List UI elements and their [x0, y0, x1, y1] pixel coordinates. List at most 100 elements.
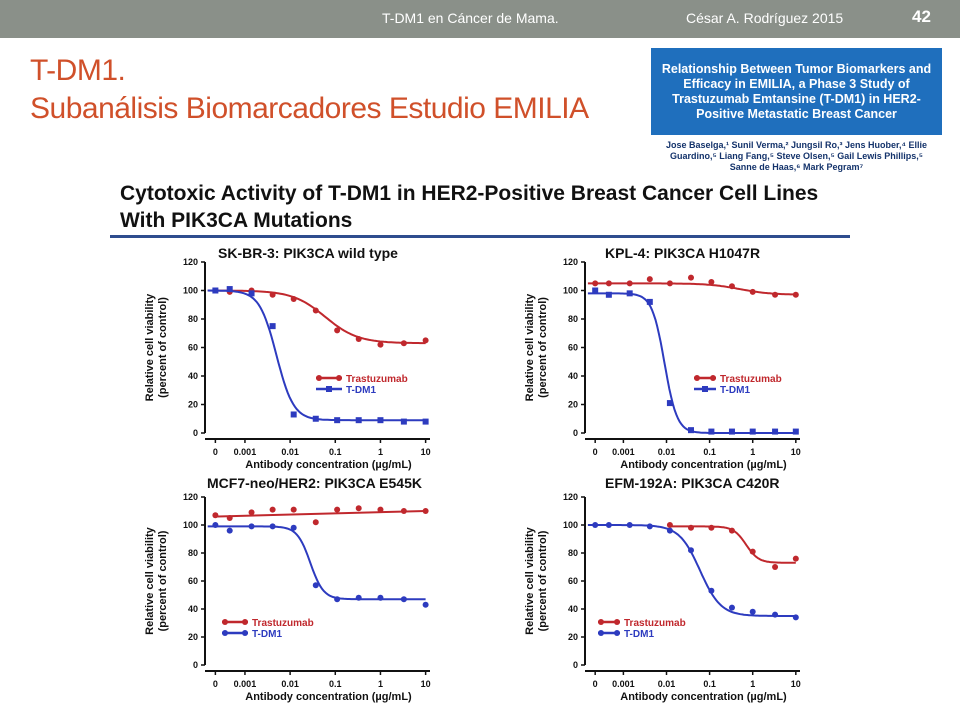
data-point: [772, 291, 779, 298]
data-point: [728, 604, 735, 611]
fit-curve: [587, 524, 796, 617]
y-tick-label: 40: [188, 604, 198, 614]
legend-marker: [242, 619, 248, 625]
data-point: [605, 280, 612, 287]
data-point: [422, 337, 429, 344]
legend-marker: [598, 630, 604, 636]
data-point: [749, 548, 756, 555]
x-tick-label: 10: [421, 679, 431, 689]
legend-marker: [702, 386, 708, 392]
data-point: [772, 564, 779, 570]
legend-marker: [614, 630, 620, 636]
data-point: [772, 611, 779, 618]
data-point: [728, 428, 735, 435]
y-tick-label: 80: [568, 314, 578, 324]
x-tick-label: 0.01: [658, 447, 676, 457]
series-trastuzumab: [666, 522, 799, 570]
data-point: [400, 508, 407, 514]
y-tick-label: 100: [563, 520, 578, 530]
data-point: [377, 506, 384, 513]
data-point: [687, 547, 694, 554]
data-point: [792, 614, 799, 621]
chart-panel-4: EFM-192A: PIK3CA C420R 0 20 40 60 80 100 120 0 0.…: [524, 475, 801, 703]
series-t-dm1: [587, 522, 799, 621]
data-point: [666, 527, 673, 534]
data-point: [592, 287, 599, 294]
fit-curve: [213, 510, 426, 518]
x-tick-label: 0.1: [329, 447, 342, 457]
data-point: [666, 400, 673, 407]
y-tick-label: 40: [568, 604, 578, 614]
legend-marker: [222, 619, 228, 625]
data-point: [312, 519, 319, 526]
y-tick-label: 20: [568, 400, 578, 410]
x-tick-label: 10: [791, 679, 801, 689]
data-point: [708, 278, 715, 285]
data-point: [377, 341, 384, 348]
x-tick-label: 1: [750, 447, 755, 457]
legend-label: T-DM1: [720, 385, 750, 396]
chart-panel-2: KPL-4: PIK3CA H1047R 0 20 40 60 80 100 120 0 0.00…: [524, 245, 801, 471]
x-tick-label: 1: [378, 447, 383, 457]
data-point: [749, 428, 756, 435]
data-point: [212, 512, 219, 519]
x-axis-label: Antibody concentration (µg/mL): [245, 459, 412, 471]
x-tick-label: 1: [378, 679, 383, 689]
chart-title: EFM-192A: PIK3CA C420R: [605, 475, 780, 491]
data-point: [290, 506, 297, 513]
legend-label: Trastuzumab: [252, 618, 314, 629]
data-point: [212, 522, 219, 528]
series-trastuzumab: [587, 274, 799, 298]
series-trastuzumab: [212, 505, 429, 526]
x-tick-label: 0.01: [658, 679, 676, 689]
data-point: [400, 340, 407, 347]
y-tick-label: 20: [188, 632, 198, 642]
data-point: [290, 411, 297, 418]
data-point: [248, 509, 255, 516]
series-t-dm1: [207, 522, 429, 608]
data-point: [792, 555, 799, 562]
course-title: T-DM1 en Cáncer de Mama.: [382, 10, 559, 26]
data-point: [334, 596, 341, 603]
y-tick-label: 0: [573, 660, 578, 670]
data-point: [422, 418, 429, 425]
data-point: [772, 428, 779, 435]
x-tick-label: 0: [593, 447, 598, 457]
data-point: [334, 417, 341, 424]
data-point: [708, 524, 715, 531]
chart-panel-1: SK-BR-3: PIK3CA wild type020406080100120…: [144, 245, 431, 471]
y-tick-label: 120: [563, 257, 578, 267]
data-point: [422, 508, 429, 514]
y-tick-label: 40: [188, 371, 198, 381]
legend-marker: [710, 375, 716, 381]
data-point: [290, 524, 297, 531]
data-point: [355, 417, 362, 424]
data-point: [626, 290, 633, 297]
y-tick-label: 120: [183, 257, 198, 267]
y-tick-label: 100: [183, 520, 198, 530]
paper-authors: Jose Baselga,¹ Sunil Verma,² Jungsil Ro,…: [665, 140, 928, 172]
fit-curve: [207, 525, 426, 601]
legend-label: T-DM1: [624, 629, 654, 640]
data-point: [749, 608, 756, 615]
data-point: [626, 522, 633, 528]
data-point: [226, 286, 233, 293]
paper-title: Relationship Between Tumor Biomarkers an…: [661, 61, 932, 121]
fit-curve: [207, 289, 426, 345]
series-t-dm1: [587, 287, 799, 435]
y-tick-label: 0: [193, 660, 198, 670]
data-point: [666, 280, 673, 287]
y-tick-label: 100: [563, 286, 578, 296]
data-point: [728, 283, 735, 290]
x-tick-label: 0.001: [234, 447, 257, 457]
y-tick-label: 60: [188, 343, 198, 353]
y-tick-label: 80: [188, 548, 198, 558]
data-point: [728, 527, 735, 534]
x-tick-label: 10: [421, 447, 431, 457]
y-tick-label: 120: [183, 492, 198, 502]
data-point: [708, 587, 715, 594]
data-point: [355, 505, 362, 512]
x-tick-label: 0.001: [612, 679, 635, 689]
x-tick-label: 10: [791, 447, 801, 457]
y-tick-label: 60: [188, 576, 198, 586]
